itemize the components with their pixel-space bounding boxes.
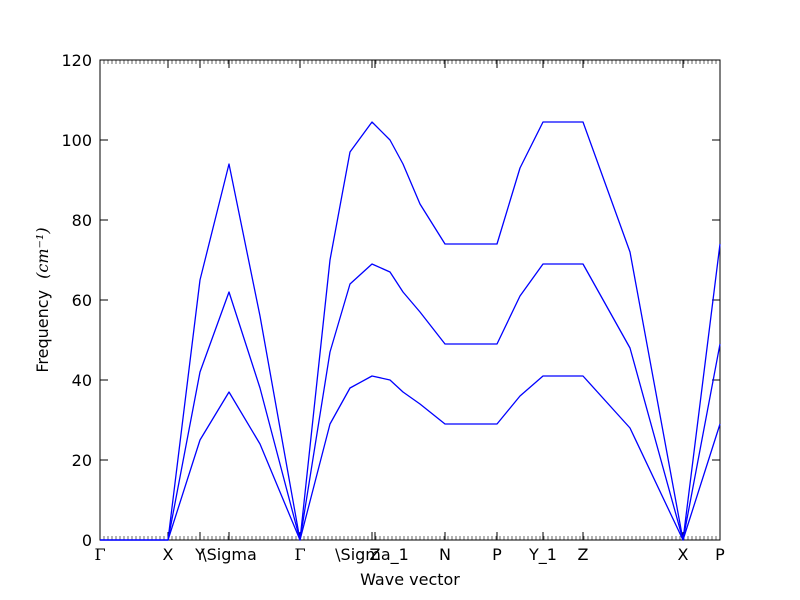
x-tick-label: N	[439, 545, 451, 564]
y-tick-label: 0	[82, 531, 92, 550]
x-tick-label: P	[492, 545, 502, 564]
x-tick-label: Γ	[294, 545, 305, 564]
y-axis-unit: (cm⁻¹)	[33, 227, 52, 278]
series-line-2	[100, 263, 721, 541]
x-tick-label: Y	[194, 545, 205, 564]
y-axis-title-text: Frequency	[33, 290, 52, 373]
y-tick-label: 40	[72, 371, 92, 390]
y-tick-label: 20	[72, 451, 92, 470]
y-tick-label: 120	[61, 51, 92, 70]
x-axis-title: Wave vector	[360, 570, 460, 589]
y-axis-title: Frequency (cm⁻¹)	[33, 227, 52, 372]
x-tick-label: X	[678, 545, 689, 564]
x-tick-label: P	[715, 545, 725, 564]
series-line-3	[100, 375, 721, 541]
x-ticks: Γ X Y\Sigma Γ \Sigma_1Z N P Y_1 Z X P	[94, 60, 725, 565]
x-tick-label: Γ	[94, 545, 105, 564]
x-tick-label: X	[163, 545, 174, 564]
x-tick-label: Z	[578, 545, 589, 564]
y-tick-label: 60	[72, 291, 92, 310]
series-lines	[100, 121, 721, 541]
series-line-1	[100, 121, 721, 541]
y-tick-label: 100	[61, 131, 92, 150]
y-tick-label: 80	[72, 211, 92, 230]
x-tick-label: \Sigma	[201, 545, 257, 564]
x-tick-label: Z	[370, 545, 381, 564]
x-tick-label: \Sigma_1	[335, 545, 409, 565]
y-ticks: 0 20 40 60 80 100 120	[61, 51, 720, 550]
x-tick-label: Y_1	[528, 545, 557, 565]
